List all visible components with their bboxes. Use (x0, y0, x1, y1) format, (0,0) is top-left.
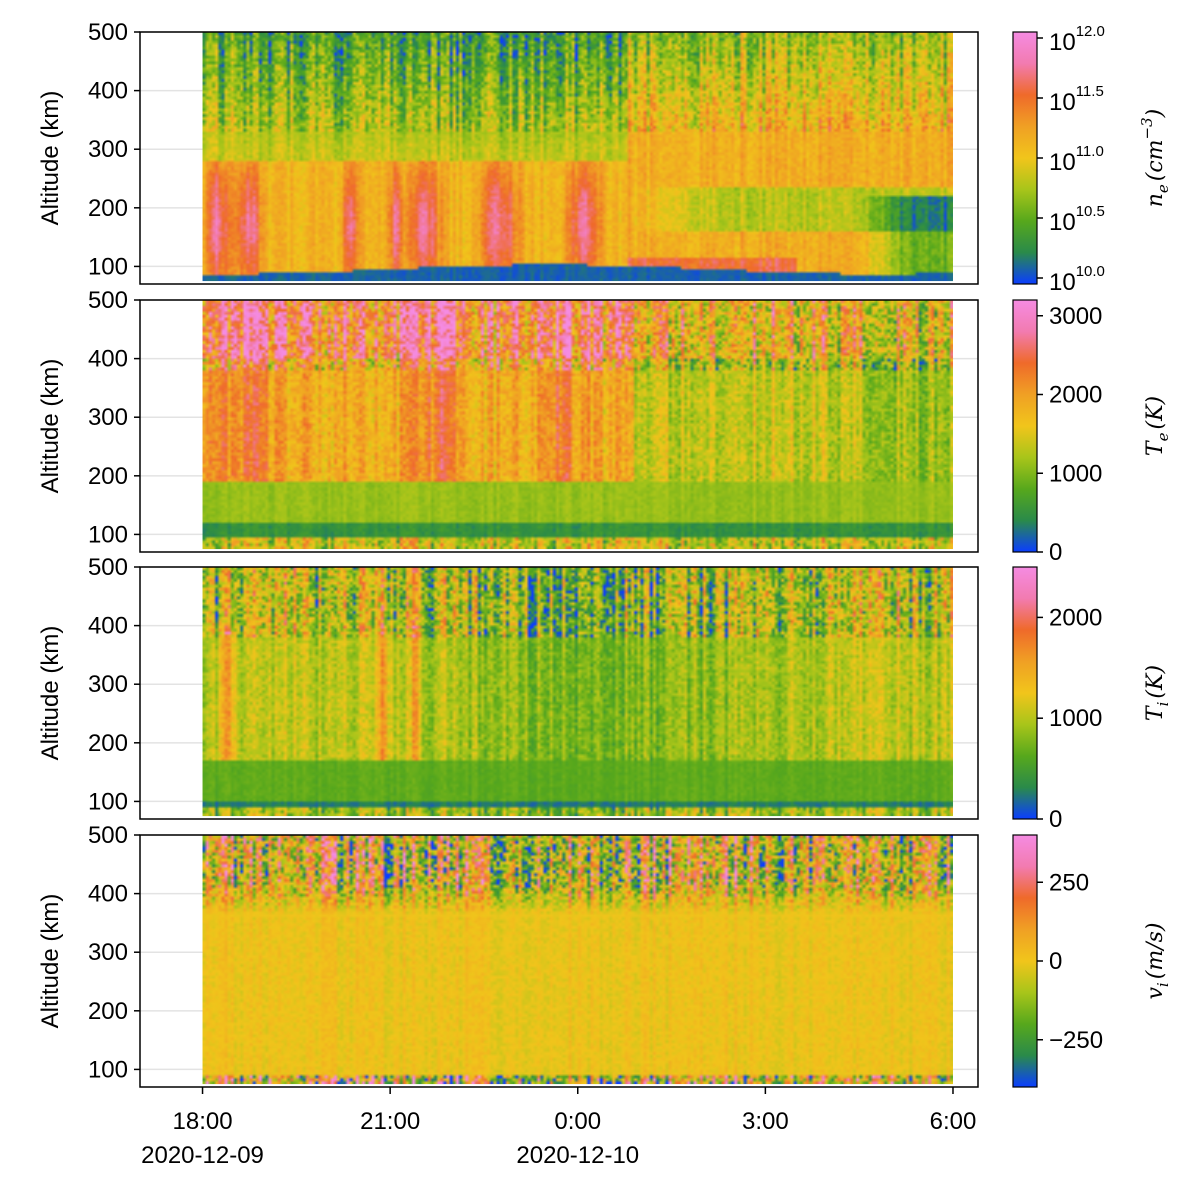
y-tick-label: 400 (88, 346, 128, 373)
y-tick-label: 200 (88, 463, 128, 490)
colorbar-tick-label: 2000 (1049, 604, 1102, 631)
colorbar-tick-label: 1010.5 (1049, 203, 1105, 236)
y-tick-label: 100 (88, 253, 128, 280)
x-axis: 18:00 2020-12-09 21:00 0:00 2020-12-10 3:00 6:… (141, 1087, 976, 1169)
y-tick-label: 500 (88, 822, 128, 849)
axes-frame (139, 834, 979, 1088)
y-tick-label: 200 (88, 195, 128, 222)
y-tick-label: 400 (88, 881, 128, 908)
colorbar-tick-label: 1011.0 (1049, 143, 1104, 176)
y-tick-label: 400 (88, 613, 128, 640)
x-tick-label: 18:00 (173, 1108, 233, 1135)
colorbar-tick-label: 3000 (1049, 303, 1102, 330)
y-tick-label: 100 (88, 521, 128, 548)
panel-vi: 100 200 300 400 500 Altitude (km) −250 0 250 vi(m… (37, 822, 1172, 1088)
x-tick-date-label: 2020-12-09 (141, 1142, 264, 1169)
panel-ti: 100 200 300 400 500 Altitude (km) 0 1000 2000 Ti(… (37, 554, 1172, 833)
y-tick-label: 500 (88, 287, 128, 314)
heatmap-ne (202, 32, 953, 282)
panel-te: 100 200 300 400 500 Altitude (km) 0 1000 2000 300… (37, 287, 1172, 566)
y-tick-label: 500 (88, 554, 128, 581)
y-tick-label: 300 (88, 939, 128, 966)
colorbar-te (1012, 299, 1038, 553)
y-tick-label: 300 (88, 136, 128, 163)
colorbar-tick-label: 0 (1049, 806, 1062, 833)
colorbar-tick-label: 1010.0 (1049, 263, 1105, 296)
axes-frame (139, 299, 979, 553)
x-tick-label: 6:00 (930, 1108, 977, 1135)
y-tick-label: 100 (88, 1056, 128, 1083)
colorbar-tick-label: 1000 (1049, 705, 1102, 732)
colorbar-vi (1012, 834, 1038, 1088)
colorbar-tick-label: 2000 (1049, 382, 1102, 409)
x-tick-date-label: 2020-12-10 (516, 1142, 639, 1169)
colorbar-tick-label: 1011.5 (1049, 83, 1104, 116)
colorbar-tick-label: 250 (1049, 869, 1089, 896)
y-axis-label: Altitude (km) (37, 894, 64, 1029)
y-axis-label: Altitude (km) (37, 626, 64, 761)
colorbar-tick-label: 1012.0 (1049, 23, 1105, 56)
y-tick-label: 200 (88, 998, 128, 1025)
y-tick-label: 200 (88, 730, 128, 757)
y-tick-label: 500 (88, 19, 128, 46)
colorbar-label: Te(K) (1143, 396, 1172, 456)
y-axis-label: Altitude (km) (37, 359, 64, 494)
colorbar-tick-label: −250 (1049, 1027, 1103, 1054)
x-tick-label: 0:00 (554, 1108, 601, 1135)
colorbar-tick-label: 1000 (1049, 460, 1102, 487)
colorbar-ti (1012, 566, 1038, 820)
y-tick-label: 300 (88, 671, 128, 698)
x-tick-label: 3:00 (742, 1108, 789, 1135)
colorbar-tick-label: 0 (1049, 948, 1062, 975)
y-axis-label: Altitude (km) (37, 91, 64, 226)
colorbar-label: vi(m/s) (1143, 923, 1172, 1000)
heatmap-te (202, 300, 953, 550)
y-tick-label: 100 (88, 788, 128, 815)
colorbar-tick-label: 0 (1049, 539, 1062, 566)
panel-ne: 100 200 300 400 500 Altitude (km) 1010.0 1010.5… (37, 19, 1172, 296)
axes-frame (139, 31, 979, 285)
colorbar-label: ne(cm−3) (1138, 109, 1172, 208)
heatmap-vi (202, 835, 953, 1085)
y-tick-label: 300 (88, 404, 128, 431)
y-tick-label: 400 (88, 78, 128, 105)
axes-frame (139, 566, 979, 820)
x-tick-label: 21:00 (360, 1108, 420, 1135)
heatmap-ti (202, 567, 953, 817)
colorbar-ne (1012, 31, 1038, 285)
colorbar-label: Ti(K) (1143, 665, 1172, 721)
